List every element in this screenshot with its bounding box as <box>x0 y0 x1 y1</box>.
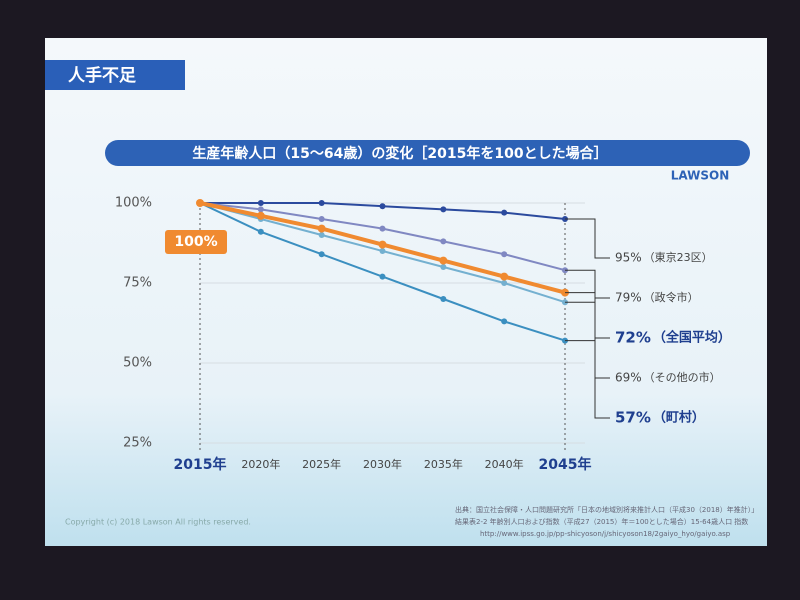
value-label: 57% <box>615 409 651 427</box>
point <box>379 273 386 280</box>
x-tick-label: 2035年 <box>424 457 463 471</box>
value-label: 79% <box>615 291 642 305</box>
value-label: 72% <box>615 329 651 347</box>
source-line: 出典：国立社会保障・人口問題研究所「日本の地域別将来推計人口（平成30（2018… <box>455 505 758 514</box>
logo: LAWSON <box>671 169 730 183</box>
x-tick-label: 2020年 <box>241 457 280 471</box>
value-label: 100% <box>174 234 217 250</box>
point <box>440 264 447 270</box>
x-tick-label: 2015年 <box>174 456 227 473</box>
legend-label: （全国平均） <box>653 330 731 346</box>
point <box>257 228 264 235</box>
point <box>379 248 386 254</box>
legend-label: （その他の市） <box>644 370 721 384</box>
leader-line <box>565 340 610 419</box>
point <box>317 224 326 233</box>
slide <box>45 38 767 546</box>
point <box>501 280 508 286</box>
leader-line <box>565 218 610 259</box>
badge <box>165 230 227 254</box>
x-tick-label: 2030年 <box>363 457 402 471</box>
point <box>439 256 448 265</box>
point <box>257 206 264 213</box>
value-label: 69% <box>615 371 642 385</box>
point <box>318 216 325 222</box>
point <box>196 199 204 207</box>
x-tick-label: 2045年 <box>539 456 592 473</box>
point <box>440 238 447 245</box>
legend-label: （東京23区） <box>644 250 713 264</box>
value-label: 95% <box>615 251 642 265</box>
point <box>440 296 447 302</box>
point <box>256 211 265 220</box>
source-line: 結果表2-2 年齢別人口および指数（平成27（2015）年＝100とした場合）1… <box>455 517 748 526</box>
point <box>379 225 386 232</box>
point <box>378 240 387 249</box>
point <box>501 251 508 258</box>
y-tick-label: 75% <box>123 276 152 291</box>
legend-label: （町村） <box>653 410 705 426</box>
x-tick-label: 2025年 <box>302 457 341 471</box>
point <box>501 209 508 216</box>
chart-title: 生産年齢人口（15～64歳）の変化［2015年を100とした場合］ <box>192 145 607 162</box>
source-line: http://www.ipss.go.jp/pp-shicyoson/j/shi… <box>480 530 731 538</box>
title-bar <box>105 140 750 166</box>
point <box>500 272 509 281</box>
point <box>501 318 508 325</box>
y-tick-label: 50% <box>123 356 152 371</box>
point <box>318 251 325 258</box>
point <box>318 200 325 206</box>
copyright: Copyright (c) 2018 Lawson All rights res… <box>65 518 251 527</box>
point <box>440 206 447 213</box>
point <box>257 200 264 206</box>
leader-line <box>565 269 610 299</box>
header: 人手不足 <box>68 65 136 86</box>
y-tick-label: 100% <box>115 196 152 211</box>
point <box>379 203 386 210</box>
legend-label: （政令市） <box>644 290 699 304</box>
y-tick-label: 25% <box>123 436 152 451</box>
x-tick-label: 2040年 <box>485 457 524 471</box>
header-bar <box>45 60 185 90</box>
point <box>318 232 325 238</box>
